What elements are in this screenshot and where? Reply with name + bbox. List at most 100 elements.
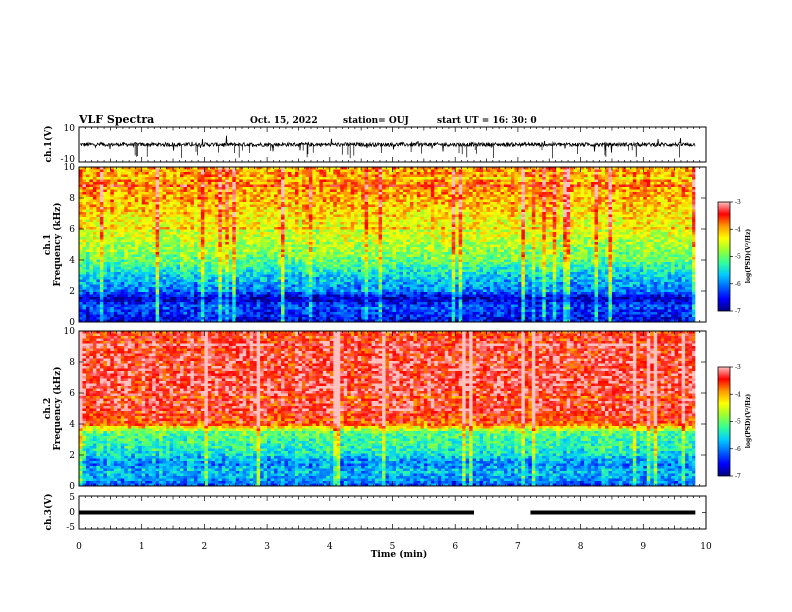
spectrogram-cell [120, 219, 125, 223]
spectrogram-cell [110, 209, 115, 213]
spectrogram-cell [103, 229, 108, 233]
spectrogram-cell [413, 174, 418, 178]
spectrogram-cell [378, 174, 383, 178]
spectrogram-cell [117, 192, 122, 195]
spectrogram-cell [615, 197, 620, 200]
spectrogram-cell [138, 202, 143, 205]
spectrogram-cell [573, 202, 578, 205]
spectrogram-cell [657, 219, 662, 223]
spectrogram-cell [559, 182, 564, 185]
spectrogram-cell [632, 224, 637, 228]
spectrogram-cell [514, 182, 519, 185]
spectrogram-cell [434, 222, 439, 225]
spectrogram-cell [409, 197, 414, 200]
spectrogram-cell [542, 194, 547, 198]
spectrogram-cell [301, 167, 306, 170]
spectrogram-cell [531, 169, 536, 173]
spectrogram-cell [653, 224, 658, 228]
spectrogram-cell [643, 199, 648, 203]
spectrogram-cell [113, 172, 118, 175]
spectrogram-cell [517, 179, 522, 183]
spectrogram-cell [486, 182, 491, 185]
spectrogram-cell [291, 189, 296, 193]
spectrogram-cell [563, 229, 568, 233]
spectrogram-cell [211, 214, 216, 218]
spectrogram-cell [441, 219, 446, 223]
spectrogram-cell [267, 184, 271, 188]
spectrogram-cell [364, 202, 369, 205]
spectrogram-cell [402, 222, 407, 225]
spectrogram-cell [392, 177, 397, 180]
spectrogram-cell [106, 169, 111, 173]
spectrogram-cell [427, 192, 432, 195]
spectrogram-cell [688, 227, 693, 230]
spectrogram-cell [486, 184, 491, 188]
spectrogram-cell [465, 189, 470, 193]
spectrogram-cell [604, 179, 609, 183]
spectrogram-cell [193, 222, 198, 225]
spectrogram-cell [131, 212, 136, 215]
spectrogram-cell [371, 177, 376, 180]
spectrogram-cell [110, 192, 115, 195]
spectrogram-cell [375, 227, 379, 230]
spectrogram-cell [162, 189, 167, 193]
spectrogram-cell [85, 207, 90, 210]
spectrogram-cell [166, 209, 170, 213]
spectrogram-cell [113, 202, 118, 205]
spectrogram-cell [197, 219, 202, 223]
spectrogram-cell [256, 219, 261, 223]
spectrogram-cell [343, 174, 348, 178]
spectrogram-cell [625, 167, 630, 170]
spectrogram-cell [441, 197, 446, 200]
spectrogram-cell [82, 172, 87, 175]
spectrogram-cell [664, 217, 669, 220]
spectrogram-cell [291, 227, 296, 230]
spectrogram-cell [437, 179, 442, 183]
spectrogram-cell [389, 207, 393, 210]
spectrogram-cell [538, 204, 543, 208]
spectrogram-cell [85, 169, 90, 173]
spectrogram-cell [528, 212, 533, 215]
spectrogram-cell [350, 169, 355, 173]
spectrogram-cell [141, 174, 146, 178]
spectrogram-cell [622, 182, 627, 185]
spectrogram-cell [650, 187, 655, 190]
spectrogram-cell [604, 202, 609, 205]
spectrogram-cell [186, 229, 191, 233]
spectrogram-cell [270, 232, 275, 235]
spectrogram-cell [664, 214, 669, 218]
spectrogram-cell [507, 194, 512, 198]
spectrogram-cell [256, 197, 261, 200]
spectrogram-cell [629, 214, 634, 218]
spectrogram-cell [106, 192, 111, 195]
spectrogram-cell [89, 199, 94, 203]
spectrogram-cell [427, 219, 432, 223]
spectrogram-cell [329, 167, 334, 170]
spectrogram-cell [106, 189, 111, 193]
spectrogram-cell [399, 229, 404, 233]
spectrogram-cell [190, 182, 195, 185]
spectrogram-cell [632, 174, 637, 178]
spectrogram-cell [145, 179, 150, 183]
spectrogram-cell [131, 177, 136, 180]
spectrogram-cell [629, 202, 634, 205]
spectrogram-cell [228, 217, 233, 220]
spectrogram-cell [301, 199, 306, 203]
spectrogram-cell [622, 199, 627, 203]
spectrogram-cell [416, 222, 421, 225]
spectrogram-cell [267, 179, 271, 183]
spectrogram-cell [333, 222, 338, 225]
spectrogram-cell [653, 179, 658, 183]
spectrogram-cell [350, 207, 355, 210]
spectrogram-cell [228, 204, 233, 208]
spectrogram-cell [601, 219, 606, 223]
spectrogram-cell [131, 227, 136, 230]
spectrogram-cell [629, 222, 634, 225]
spectrogram-cell [451, 207, 456, 210]
spectrogram-cell [281, 194, 285, 198]
spectrogram-cell [409, 209, 414, 213]
spectrogram-cell [490, 212, 494, 215]
spectrogram-cell [253, 194, 258, 198]
spectrogram-cell [312, 172, 317, 175]
spectrogram-cell [458, 209, 463, 213]
